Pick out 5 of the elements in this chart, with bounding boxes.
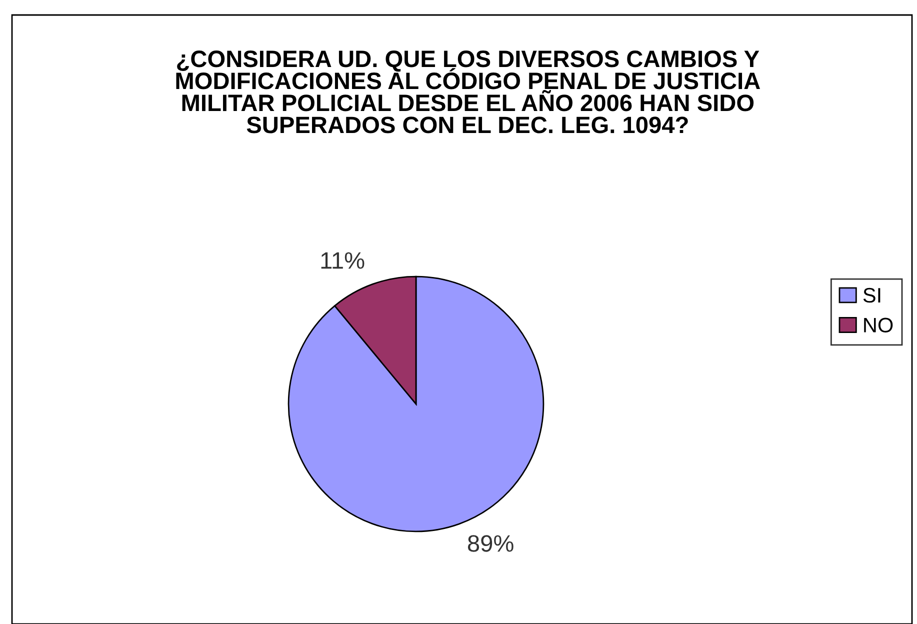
data-label: 89% [468,535,514,552]
legend-label: NO [864,318,893,333]
chart-title: ¿CONSIDERA UD. QUE LOS DIVERSOS CAMBIOS Y MODIFICACIONES AL CÓDIGO PENAL DE JUSTICIA MILITAR POLICIAL DESDE EL AÑO 2006 HAN SIDO SUPERADOS CON EL DEC. LEG. 1094? [176,50,760,134]
legend-label: SI [863,288,880,303]
data-label: 11% [321,252,364,269]
